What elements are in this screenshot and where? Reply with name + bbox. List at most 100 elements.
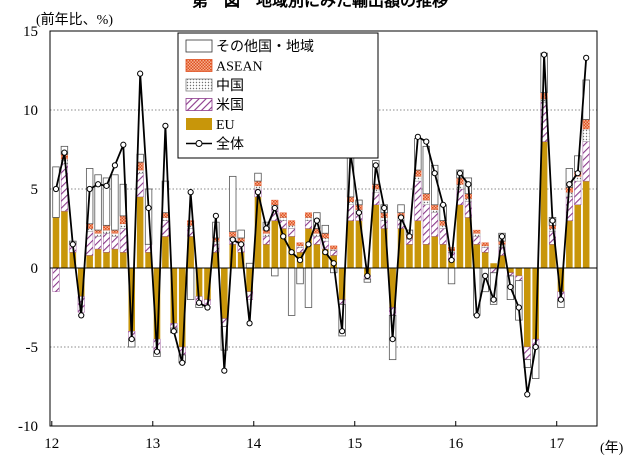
bar-segment [52, 267, 60, 292]
bar-segment [549, 244, 556, 268]
total-point [339, 328, 346, 335]
bar-segment [94, 174, 102, 231]
bar-segment [321, 233, 329, 239]
bar-segment [582, 181, 590, 268]
total-point [238, 241, 245, 248]
total-line [55, 54, 588, 395]
bar-segment [296, 245, 304, 248]
bar-segment [254, 196, 262, 268]
bar-segment [111, 236, 119, 250]
x-axis-ticks: 12 13 14 15 16 17 [44, 421, 565, 452]
total-point [322, 249, 329, 256]
x-tick-label: 15 [347, 436, 362, 452]
bar-segment [237, 252, 245, 268]
bar-segment [229, 175, 237, 233]
total-point [305, 241, 312, 248]
bar-segment [304, 212, 312, 218]
total-point [330, 260, 337, 267]
total-point [540, 51, 548, 58]
total-point [515, 304, 522, 311]
total-point [288, 249, 295, 256]
total-point [120, 141, 127, 148]
bar-segment [246, 268, 253, 292]
total-point [498, 233, 506, 240]
bar-segment [355, 199, 363, 206]
bar-segment [397, 228, 405, 268]
bar-segment [94, 229, 102, 234]
bar-segment [515, 268, 523, 276]
bar-segment [473, 233, 481, 237]
legend-swatch [185, 39, 213, 53]
bar-segment [515, 275, 523, 281]
total-point [170, 328, 177, 335]
total-point [524, 391, 531, 398]
bar-segment [582, 128, 590, 142]
bar-segment [279, 228, 287, 268]
bar-segment [422, 145, 430, 195]
total-point [465, 181, 472, 188]
total-point [145, 204, 152, 212]
bar-segment [473, 236, 481, 245]
bar-segment [271, 267, 279, 277]
bar-segment [363, 278, 372, 283]
bar-segment [304, 267, 313, 308]
total-point [549, 217, 556, 224]
bar-segment [481, 252, 489, 268]
bar-segment [119, 223, 127, 229]
total-point [583, 54, 590, 61]
y-tick-label: 15 [23, 24, 38, 40]
bar-segment [170, 268, 178, 324]
y-tick-label: 10 [23, 103, 38, 119]
y-tick-label: -5 [26, 340, 39, 356]
bar-segment [263, 244, 270, 268]
total-point [473, 312, 480, 319]
bar-segment [111, 233, 119, 237]
bar-segment [406, 244, 413, 268]
total-point [221, 367, 228, 374]
bar-segment [119, 183, 128, 217]
bar-segment [86, 255, 93, 268]
legend-line-marker [195, 140, 203, 147]
legend-label: ASEAN [216, 60, 263, 75]
x-tick-label: 14 [246, 436, 262, 452]
total-point [52, 185, 60, 193]
bar-segment [574, 204, 582, 268]
bar-segment [262, 233, 270, 237]
bar-segment [136, 172, 144, 198]
bar-segment [422, 199, 430, 205]
bar-segment [431, 209, 439, 213]
bar-segment [464, 198, 472, 202]
bar-segment [574, 180, 582, 206]
bar-segment [330, 245, 338, 250]
bar-segment [431, 212, 439, 237]
total-point [364, 272, 371, 279]
bar-segment [414, 176, 422, 182]
bar-segment [422, 244, 430, 268]
bar-segment [94, 233, 102, 237]
total-point [153, 348, 161, 355]
bar-segment [69, 252, 77, 268]
bar-segment [296, 267, 304, 285]
bar-segment [582, 141, 590, 182]
bar-segment [94, 249, 102, 268]
bar-segment [355, 220, 363, 268]
total-point [78, 312, 85, 319]
bar-segment [271, 220, 279, 268]
bar-segment [447, 267, 456, 285]
bar-segment [103, 252, 110, 268]
bar-segment [322, 249, 329, 268]
bar-segment [557, 268, 565, 292]
bar-segment [102, 177, 111, 226]
bar-segment [405, 239, 413, 245]
y-tick-label: 5 [31, 182, 39, 198]
total-point [137, 70, 144, 77]
total-point [355, 209, 363, 216]
x-tick-label: 13 [145, 436, 160, 452]
bar-segment [532, 268, 539, 340]
bar-segment [287, 267, 296, 316]
bar-segment [380, 228, 388, 268]
bar-segment [161, 220, 169, 237]
bar-segment [313, 236, 321, 245]
bar-segment [389, 268, 396, 308]
